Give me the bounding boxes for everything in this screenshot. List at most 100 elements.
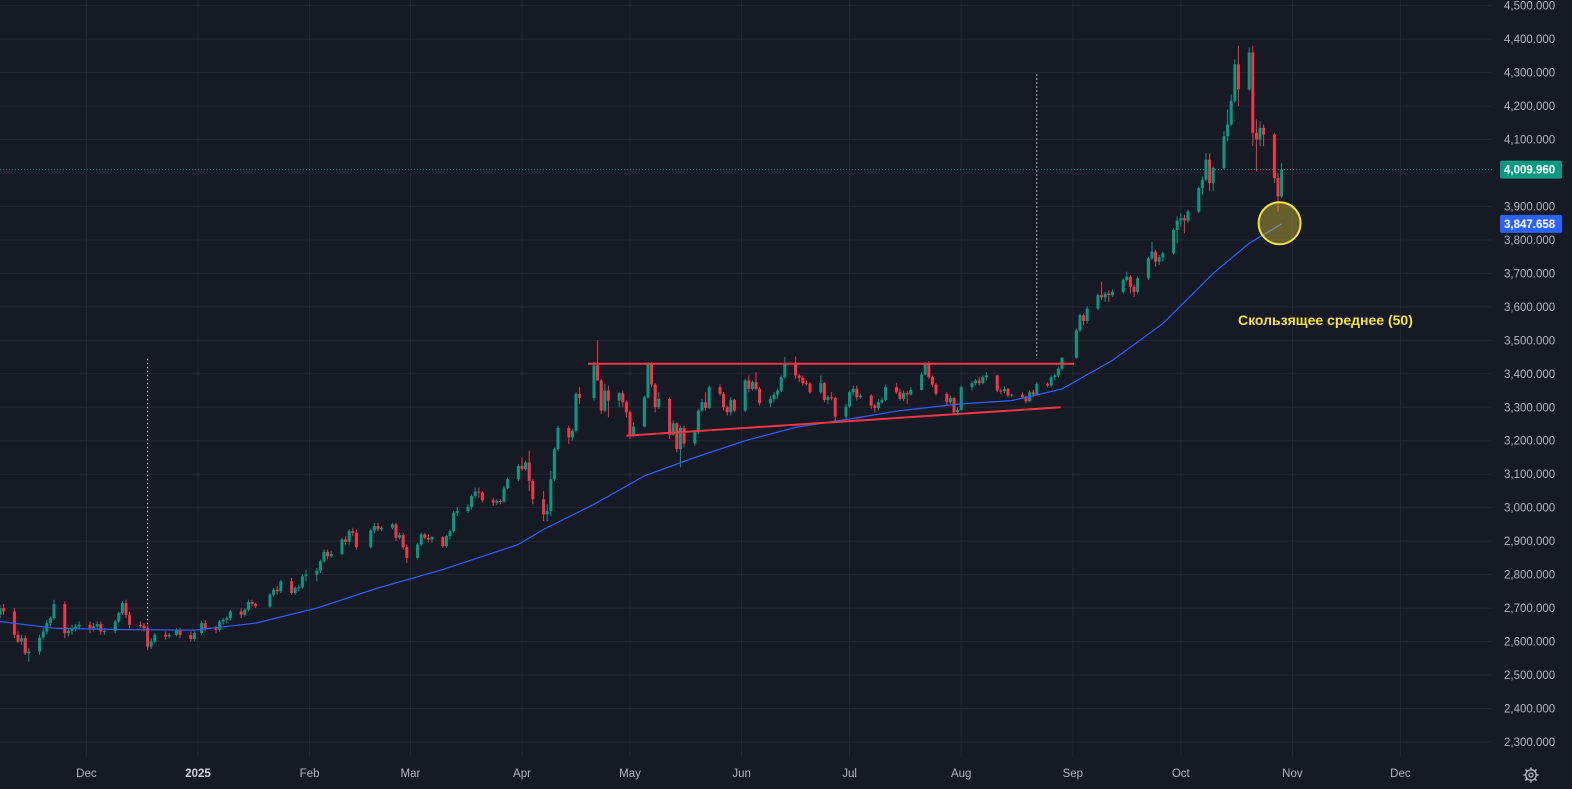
candle-body	[848, 392, 852, 407]
candle	[945, 392, 949, 406]
candle	[329, 551, 333, 558]
candle	[592, 362, 596, 401]
candle-body	[70, 628, 74, 631]
candle-body	[419, 534, 423, 545]
candle-body	[200, 623, 204, 634]
candle	[682, 425, 686, 448]
candle	[1236, 45, 1240, 107]
candle	[570, 429, 574, 441]
candle	[1258, 121, 1262, 147]
candle-body	[48, 618, 52, 624]
candle-body	[1172, 229, 1176, 254]
candle	[347, 529, 351, 545]
candle	[646, 362, 650, 399]
candle-body	[743, 380, 747, 411]
candle	[776, 388, 780, 399]
candle	[225, 616, 229, 624]
candle-body	[329, 553, 333, 557]
candle	[95, 621, 99, 629]
moving-average-layer	[0, 223, 1282, 631]
candle-body	[23, 638, 27, 654]
candle	[1157, 255, 1161, 266]
candle-body	[153, 634, 157, 642]
candle-body	[977, 380, 981, 384]
candle-body	[570, 430, 574, 438]
candle	[754, 372, 758, 391]
candle-body	[930, 377, 934, 385]
candle-body	[516, 465, 520, 480]
candle-body	[326, 551, 330, 557]
settings-button[interactable]	[1520, 764, 1542, 786]
candle	[621, 390, 625, 408]
candle	[1233, 59, 1237, 103]
candle-body	[473, 491, 477, 496]
candle	[797, 373, 801, 383]
candle-body	[772, 394, 776, 399]
candle-body	[1082, 315, 1086, 321]
candle-body	[27, 651, 31, 654]
candle-body	[455, 511, 459, 513]
candle	[1179, 213, 1183, 227]
price-tick-label: 3,800.000	[1504, 235, 1555, 247]
candle	[41, 628, 45, 640]
candle	[405, 544, 409, 563]
candle	[304, 569, 308, 582]
candle-body	[797, 375, 801, 378]
candle-body	[149, 641, 153, 647]
candle-body	[851, 388, 855, 393]
candle	[66, 628, 70, 637]
candle-body	[552, 449, 556, 480]
candle	[0, 604, 2, 619]
candle	[768, 395, 772, 408]
candle-body	[945, 393, 949, 403]
candle-body	[470, 495, 474, 508]
candle	[1082, 313, 1086, 326]
candle-body	[974, 380, 978, 384]
candle-body	[74, 626, 78, 629]
candle-body	[380, 527, 384, 530]
candle-body	[351, 531, 355, 533]
candle	[2, 604, 6, 615]
time-tick-label: Jun	[732, 768, 751, 780]
candle	[326, 549, 330, 560]
candle	[844, 403, 848, 419]
candle-body	[704, 402, 708, 408]
candle-body	[606, 390, 610, 401]
candle-body	[372, 526, 376, 531]
candles[interactable]	[0, 45, 1284, 662]
candle	[556, 425, 560, 451]
candle	[174, 628, 178, 637]
candle-body	[596, 365, 600, 381]
candle	[995, 374, 999, 393]
candle-body	[167, 634, 171, 637]
candle	[498, 499, 502, 505]
candle-body	[322, 551, 326, 562]
candle	[628, 410, 632, 440]
candle-body	[750, 382, 754, 389]
candle	[675, 422, 679, 453]
candle	[1103, 291, 1107, 302]
candle-body	[466, 507, 470, 512]
candle-body	[444, 536, 448, 547]
time-tick-label: Nov	[1282, 768, 1303, 780]
candle	[52, 599, 56, 620]
candle-body	[732, 399, 736, 411]
price-axis[interactable]: 2,300.000 2,400.000 2,500.000 2,600.000 2,70…	[1504, 1, 1555, 749]
time-axis[interactable]: Dec 2025 Feb Mar Apr May Jun Jul Aug Sep Oct Nov Dec	[76, 768, 1411, 780]
candle	[567, 425, 571, 445]
candle-body	[63, 604, 67, 634]
candle-body	[1236, 64, 1240, 90]
candle-body	[254, 604, 258, 607]
candle-body	[138, 624, 142, 626]
price-tick-label: 4,200.000	[1504, 101, 1555, 113]
candle-body	[542, 499, 546, 515]
candle-body	[693, 432, 697, 444]
candle-body	[624, 402, 628, 413]
trend-lines[interactable]	[588, 362, 1074, 437]
highlight-circle-layer[interactable]	[1257, 201, 1302, 246]
candle-body	[221, 619, 225, 622]
candle-body	[884, 387, 888, 400]
candle	[977, 377, 981, 386]
